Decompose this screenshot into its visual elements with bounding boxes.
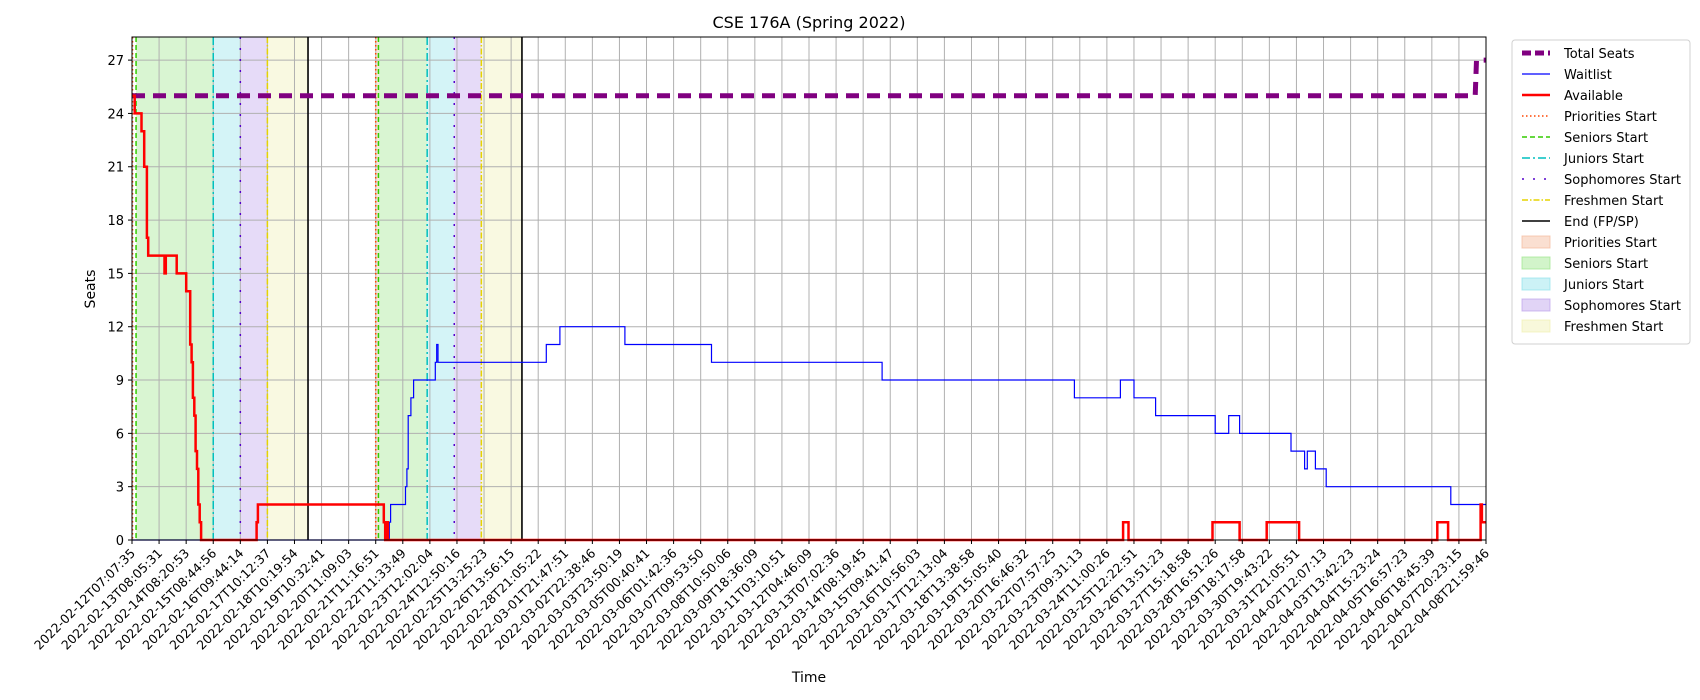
legend-label-7: Freshmen Start xyxy=(1564,194,1663,209)
legend-label-1: Waitlist xyxy=(1564,68,1612,83)
y-axis: 0 3 6 9 12 15 18 21 24 27 xyxy=(107,54,132,549)
y-axis-label: Seats xyxy=(83,270,99,309)
phase-band-0-1 xyxy=(375,37,379,540)
y-tick-label-5: 15 xyxy=(107,267,124,282)
legend-label-13: Freshmen Start xyxy=(1564,320,1663,335)
legend-box xyxy=(1511,39,1691,345)
y-tick-label-4: 12 xyxy=(107,321,124,336)
legend-label-4: Seniors Start xyxy=(1564,131,1648,146)
phase-band-4-1 xyxy=(481,37,522,540)
legend-label-6: Sophomores Start xyxy=(1564,173,1681,188)
legend-label-10: Seniors Start xyxy=(1564,257,1648,272)
legend-label-11: Juniors Start xyxy=(1563,278,1644,293)
phase-band-1-0 xyxy=(136,37,214,540)
y-tick-label-0: 0 xyxy=(116,534,124,549)
chart-title: CSE 176A (Spring 2022) xyxy=(712,13,905,32)
phase-band-2-1 xyxy=(427,37,455,540)
legend-label-0: Total Seats xyxy=(1563,47,1635,62)
series-line-2 xyxy=(132,94,1486,542)
legend-swatch-13 xyxy=(1521,319,1551,333)
y-tick-label-2: 6 xyxy=(116,427,124,442)
phase-lines xyxy=(131,37,523,540)
legend-label-5: Juniors Start xyxy=(1563,152,1644,167)
phase-bands xyxy=(132,37,522,540)
legend-swatch-10 xyxy=(1521,256,1551,270)
legend-swatch-11 xyxy=(1521,277,1551,291)
phase-band-3-0 xyxy=(240,37,268,540)
phase-band-4-0 xyxy=(267,37,309,540)
x-axis: 2022-02-12T07:07:352022-02-13T08:05:3120… xyxy=(31,540,1492,653)
legend-swatch-9 xyxy=(1521,235,1551,249)
series-line-1 xyxy=(132,326,1486,541)
y-tick-label-1: 3 xyxy=(116,481,124,496)
y-tick-label-6: 18 xyxy=(107,214,124,229)
y-tick-label-8: 24 xyxy=(107,107,124,122)
legend-label-3: Priorities Start xyxy=(1564,110,1657,125)
legend: Total Seats Waitlist Available Priorities S… xyxy=(1511,39,1691,345)
phase-band-3-1 xyxy=(454,37,482,540)
phase-band-2-0 xyxy=(213,37,241,540)
series-lines xyxy=(132,57,1486,542)
y-tick-label-3: 9 xyxy=(116,374,124,389)
y-tick-label-9: 27 xyxy=(107,54,124,69)
legend-label-12: Sophomores Start xyxy=(1564,299,1681,314)
x-axis-label: Time xyxy=(791,670,826,686)
gridlines xyxy=(131,37,1487,541)
legend-label-8: End (FP/SP) xyxy=(1564,215,1639,230)
legend-swatch-12 xyxy=(1521,298,1551,312)
legend-label-9: Priorities Start xyxy=(1564,236,1657,251)
y-tick-label-7: 21 xyxy=(107,161,124,176)
legend-label-2: Available xyxy=(1564,89,1623,104)
